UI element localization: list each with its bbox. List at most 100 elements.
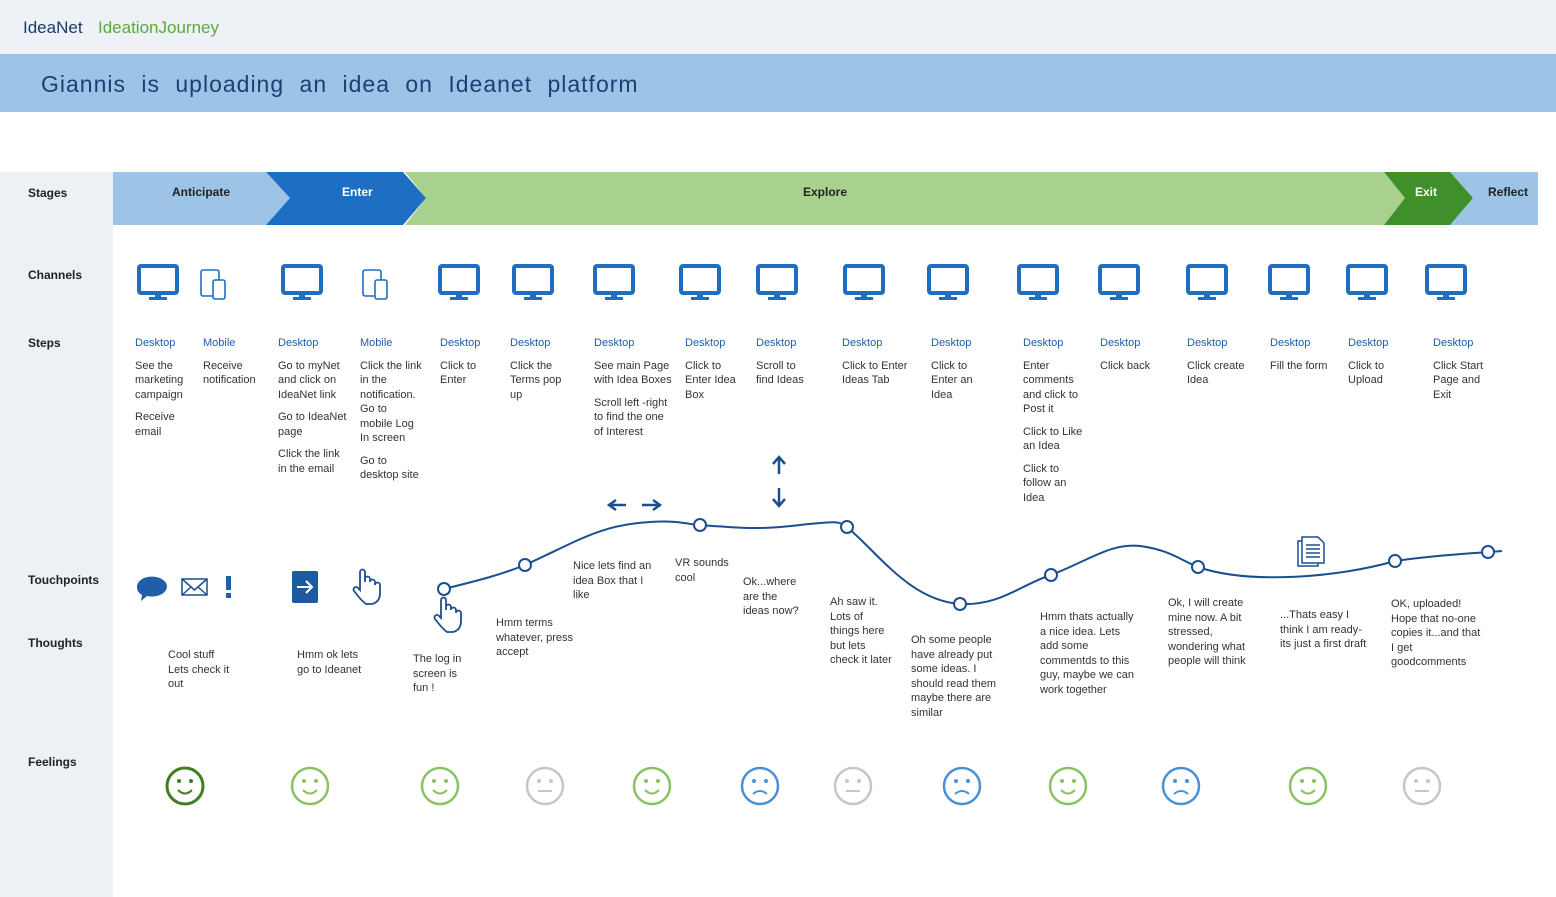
step-channel: Desktop [1023, 337, 1064, 349]
step-column: Desktop Click to Enter [440, 336, 502, 388]
step-action: Go to myNet and click on IdeaNet link [278, 359, 340, 401]
step-action: Scroll left -right to find the one of In… [594, 396, 668, 438]
monitor-screen [137, 264, 179, 295]
face-eye [444, 779, 448, 783]
stage-arrow [113, 172, 290, 225]
monitor-screen [1425, 264, 1467, 295]
face-eye [857, 779, 861, 783]
stage-arrow [405, 172, 1405, 225]
thought: VR sounds cool [675, 557, 729, 584]
channel-icon [756, 264, 798, 300]
feeling-face [1048, 766, 1088, 806]
thought: Oh some people have already put some ide… [911, 634, 996, 719]
monitor-base [293, 297, 311, 300]
feeling-face [290, 766, 330, 806]
face-eye [537, 779, 541, 783]
step-column: Desktop Click to Upload [1348, 336, 1408, 388]
channel-icon [1017, 264, 1059, 300]
channel-icon [362, 269, 388, 300]
face-outline [833, 766, 873, 806]
channel-icon [1186, 264, 1228, 300]
face-mouth [954, 790, 970, 795]
face-eye [1072, 779, 1076, 783]
hand-icon [352, 568, 381, 605]
monitor-base [524, 297, 542, 300]
feeling-face [1288, 766, 1328, 806]
monitor-stand [1116, 293, 1122, 298]
monitor-base [1358, 297, 1376, 300]
curve-node [953, 597, 967, 611]
step-channel: Desktop [1187, 337, 1228, 349]
label-column [0, 172, 113, 897]
monitor-base [149, 297, 167, 300]
row-label: Stages [28, 186, 68, 200]
face-mouth [1300, 789, 1316, 795]
face-eye [954, 779, 958, 783]
monitor-screen [512, 264, 554, 295]
step-channel: Desktop [1270, 337, 1311, 349]
step-column: Desktop Click to Enter Idea Box [685, 336, 745, 402]
row-label: Touchpoints [28, 573, 100, 587]
channel-icon [679, 264, 721, 300]
feeling-face [165, 766, 205, 806]
top-bar [0, 0, 1556, 54]
monitor-base [939, 297, 957, 300]
mail-icon [181, 578, 208, 596]
curve-node [1481, 545, 1495, 559]
channel-icon [1268, 264, 1310, 300]
face-outline [1288, 766, 1328, 806]
stage-arrow [1384, 172, 1473, 225]
step-action: Click to Enter an Idea [931, 359, 973, 401]
step-column: Desktop Go to myNet and click on IdeaNet … [278, 336, 350, 476]
step-channel: Desktop [931, 337, 972, 349]
stage-label: Anticipate [172, 185, 231, 199]
face-eye [764, 779, 768, 783]
step-channel: Desktop [278, 337, 319, 349]
step-action: Click to Enter Idea Box [685, 359, 736, 401]
step-action: Click the link in the notification. Go t… [360, 359, 422, 445]
page-title: Giannis is uploading an idea on Ideanet … [41, 71, 639, 97]
brand-name: IdeaNet [23, 18, 83, 37]
feeling-face [420, 766, 460, 806]
monitor-base [1437, 297, 1455, 300]
curve-node [693, 518, 707, 532]
monitor-base [1110, 297, 1128, 300]
step-action: Click to Enter Ideas Tab [842, 359, 908, 387]
channel-icon [1098, 264, 1140, 300]
thought: Ok...where are the ideas now? [743, 576, 799, 617]
face-outline [290, 766, 330, 806]
step-column: Desktop Click Start Page and Exit [1433, 336, 1495, 402]
stage-arrow [266, 172, 426, 225]
curve-node [437, 582, 451, 596]
feeling-face [833, 766, 873, 806]
step-column: Desktop See the marketing campaign Receive… [135, 336, 197, 439]
thought: Cool stuff Lets check it out [168, 649, 230, 690]
step-column: Desktop Click the Terms pop up [510, 336, 572, 402]
face-eye [1185, 779, 1189, 783]
row-label: Channels [28, 268, 83, 282]
face-mouth [1173, 790, 1189, 795]
monitor-screen [927, 264, 969, 295]
step-action: Click create Idea [1187, 359, 1245, 387]
curve-node [840, 520, 854, 534]
stage-arrow [1450, 172, 1538, 225]
step-action: Click Start Page and Exit [1433, 359, 1484, 401]
step-action: Receive notification [203, 359, 256, 387]
step-action: Go to desktop site [360, 454, 419, 482]
stage-label: Explore [803, 185, 848, 199]
face-mouth [177, 789, 193, 795]
step-action: Scroll to find Ideas [756, 359, 804, 387]
step-channel: Desktop [135, 337, 176, 349]
step-action: Receive email [135, 411, 175, 438]
step-action: Click to Upload [1348, 359, 1385, 387]
face-mouth [432, 789, 448, 795]
thought: Hmm ok lets go to Ideanet [297, 649, 362, 676]
stage-label: Exit [1415, 185, 1438, 199]
monitor-screen [843, 264, 885, 295]
monitor-stand [1364, 293, 1370, 298]
monitor-stand [697, 293, 703, 298]
step-channel: Desktop [1348, 337, 1389, 349]
step-channel: Desktop [1433, 337, 1474, 349]
monitor-stand [611, 293, 617, 298]
face-eye [1312, 779, 1316, 783]
